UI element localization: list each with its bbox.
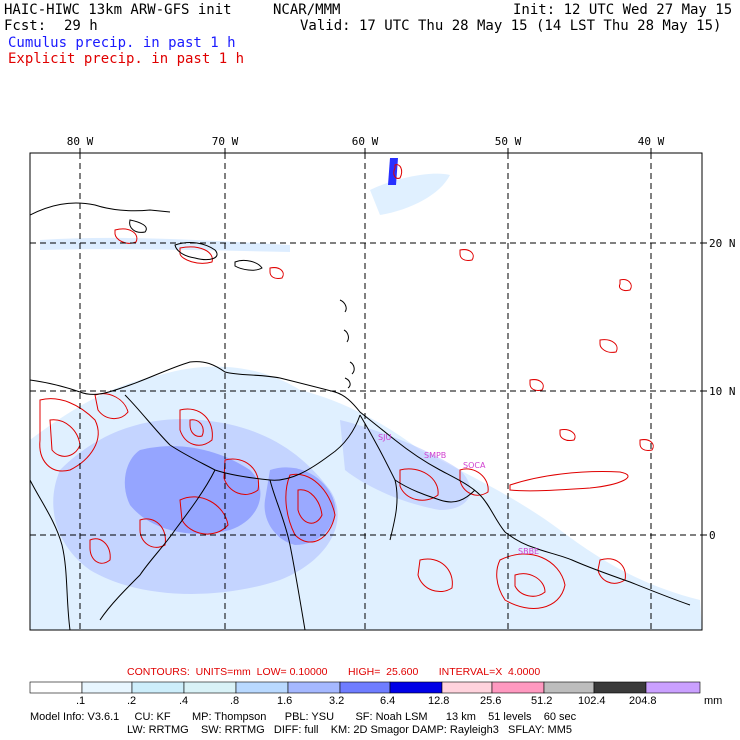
station-sju: SJU	[378, 433, 391, 442]
title-left: HAIC-HIWC 13km ARW-GFS init	[4, 2, 232, 18]
colorbar-label: .1	[76, 695, 86, 707]
colorbar-label: .8	[230, 695, 240, 707]
colorbar-swatch	[441, 681, 493, 694]
colorbar-label: 3.2	[329, 695, 345, 707]
lat-label-10n: 10 N	[709, 385, 736, 398]
model-info-line2: LW: RRTMG SW: RRTMG DIFF: full KM: 2D Sm…	[127, 724, 572, 736]
cumulus-legend: Cumulus precip. in past 1 h	[8, 35, 236, 51]
station-soca: SOCA	[463, 461, 486, 470]
station-smpb: SMPB	[424, 451, 446, 460]
contours-info: CONTOURS: UNITS=mm LOW= 0.10000 HIGH= 25…	[127, 666, 541, 678]
valid-time: Valid: 17 UTC Thu 28 May 15 (14 LST Thu …	[300, 18, 722, 34]
colorbar-swatch	[491, 681, 545, 694]
cumulus-heavy-area-2	[264, 467, 336, 545]
fcst-label: Fcst:	[4, 18, 47, 34]
colorbar-label: .2	[127, 695, 137, 707]
colorbar-swatch	[339, 681, 391, 694]
lon-label-70w: 70 W	[212, 135, 239, 148]
colorbar-label: 25.6	[480, 695, 502, 707]
colorbar-label: 51.2	[531, 695, 553, 707]
explicit-contours	[39, 164, 654, 609]
lat-label-0: 0	[709, 529, 716, 542]
colorbar	[29, 681, 701, 694]
fcst-value: 29 h	[64, 18, 98, 34]
graticule	[30, 153, 702, 630]
coastlines	[30, 202, 691, 630]
lon-label-50w: 50 W	[495, 135, 522, 148]
precip-field	[30, 153, 702, 630]
colorbar-label: .4	[179, 695, 189, 707]
colorbar-swatch	[543, 681, 595, 694]
colorbar-swatch	[81, 681, 133, 694]
explicit-legend: Explicit precip. in past 1 h	[8, 51, 245, 67]
colorbar-label: 204.8	[629, 695, 657, 707]
colorbar-label: 12.8	[428, 695, 450, 707]
colorbar-label: 102.4	[578, 695, 606, 707]
lat-label-20n: 20 N	[709, 237, 736, 250]
colorbar-label: 1.6	[277, 695, 293, 707]
lon-label-60w: 60 W	[352, 135, 379, 148]
colorbar-swatch	[593, 681, 647, 694]
init-time: Init: 12 UTC Wed 27 May 15	[513, 2, 733, 18]
colorbar-swatch	[29, 681, 83, 694]
colorbar-swatch	[183, 681, 237, 694]
colorbar-swatch	[287, 681, 341, 694]
title-center: NCAR/MMM	[273, 2, 341, 18]
colorbar-swatch	[131, 681, 185, 694]
axis-ticks	[79, 148, 707, 536]
cumulus-heavy-area	[124, 446, 261, 534]
colorbar-unit: mm	[704, 695, 723, 707]
colorbar-label: 6.4	[380, 695, 396, 707]
lon-label-80w: 80 W	[67, 135, 94, 148]
lon-label-40w: 40 W	[638, 135, 665, 148]
cumulus-caribbean-band	[40, 237, 290, 252]
model-info-line1: Model Info: V3.6.1 CU: KF MP: Thompson P…	[30, 711, 577, 723]
colorbar-swatch	[389, 681, 443, 694]
colorbar-swatch	[235, 681, 289, 694]
station-sbbe: SBBE	[518, 547, 539, 556]
colorbar-swatch	[645, 681, 701, 694]
